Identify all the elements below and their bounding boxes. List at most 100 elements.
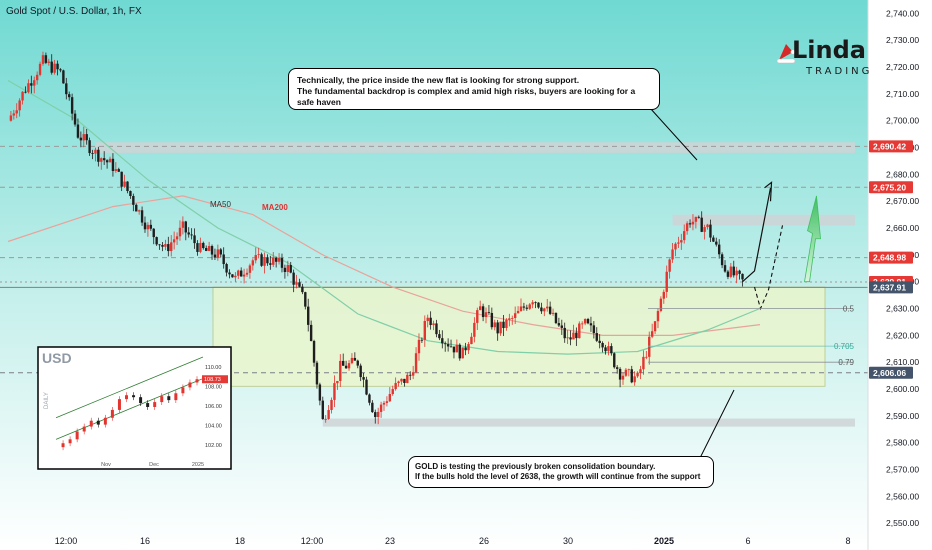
candle-body [449, 346, 453, 348]
candle-body [455, 344, 459, 353]
candle-body [333, 383, 336, 400]
top-callout: Technically, the price inside the new fl… [288, 68, 660, 110]
usd-inset-y-tick: 108.00 [205, 384, 222, 390]
candle-body [461, 347, 464, 359]
candle-body [473, 322, 476, 337]
y-tick-label: 2,600.00 [886, 384, 919, 394]
candle-body [423, 320, 427, 340]
candle-body [624, 369, 628, 376]
price-tag [869, 140, 913, 153]
candle-body [592, 325, 596, 334]
candle-body [677, 242, 680, 244]
candle-body [231, 274, 234, 278]
candle-body [137, 210, 141, 212]
y-tick-label: 2,630.00 [886, 304, 919, 314]
candle-body [327, 409, 330, 419]
candle-body [237, 270, 240, 276]
candle-body [409, 374, 412, 376]
candle-body [187, 232, 190, 235]
brand-logo: Linda TRADING [770, 36, 870, 82]
candle-body [548, 306, 552, 314]
candle-body [581, 323, 584, 325]
candle-body [645, 356, 648, 358]
candle-body [263, 257, 266, 266]
candle-body [65, 83, 68, 95]
y-tick-label: 2,720.00 [886, 62, 919, 72]
candle-body [292, 272, 295, 285]
candle-body [359, 365, 362, 378]
candle-body [551, 312, 555, 314]
usd-candle [61, 443, 65, 448]
candle-body [344, 365, 348, 369]
price-tag-label: 2,648.98 [873, 253, 906, 263]
candle-body [464, 347, 467, 351]
candle-body [417, 339, 421, 354]
candle-body [245, 272, 249, 275]
usd-candle [103, 417, 107, 425]
candle-body [295, 282, 298, 285]
candle-body [720, 254, 724, 266]
candle-body [685, 223, 689, 232]
usd-candle [139, 397, 143, 404]
candle-body [642, 356, 645, 370]
candle-body [435, 323, 438, 335]
candle-body [394, 383, 397, 390]
top-callout-line-2: The fundamental backdrop is complex and … [297, 86, 636, 107]
y-tick-label: 2,550.00 [886, 518, 919, 528]
usd-price-tag [202, 375, 228, 384]
candle-body [260, 254, 263, 266]
candle-body [318, 384, 322, 401]
candle-body [738, 270, 741, 274]
y-tick-label: 2,660.00 [886, 223, 919, 233]
candle-body [24, 91, 27, 93]
candle-body [27, 83, 30, 93]
candle-body [184, 221, 187, 233]
candle-body [196, 243, 199, 252]
candle-body [513, 313, 517, 318]
usd-candle [174, 393, 178, 401]
candle-body [365, 379, 368, 395]
usd-channel-lower [55, 378, 204, 440]
bottom-callout: GOLD is testing the previously broken co… [408, 456, 714, 488]
candle-body [391, 389, 394, 395]
logo-sub-text: TRADING [806, 66, 873, 77]
price-tag-label: 2,606.06 [873, 368, 906, 378]
candle-body [665, 271, 668, 292]
candle-body [280, 258, 284, 268]
symbol-title: Gold Spot / U.S. Dollar, 1h, FX [6, 6, 142, 17]
bottom-callout-line-2: If the bulls hold the level of 2638, the… [415, 472, 701, 481]
price-tag-label: 2,675.20 [873, 182, 906, 192]
candle-body [225, 264, 228, 273]
candle-body [356, 360, 359, 366]
candle-body [76, 124, 80, 138]
ma50-label: MA50 [210, 200, 231, 209]
usd-candle [167, 396, 171, 401]
candle-body [126, 181, 129, 192]
usd-candle [181, 387, 185, 394]
usd-candle [117, 399, 121, 410]
candle-body [735, 270, 738, 276]
candle-body [114, 169, 118, 171]
candle-body [330, 399, 333, 410]
candle-body [662, 291, 666, 299]
candle-body [502, 321, 505, 329]
candle-body [35, 74, 39, 81]
candle-body [82, 134, 85, 141]
x-tick-label: 16 [140, 536, 150, 546]
candle-body [516, 310, 520, 314]
candle-body [44, 55, 48, 63]
usd-candle [110, 409, 114, 418]
price-tag [869, 181, 913, 194]
candle-body [671, 249, 674, 260]
candle-body [339, 360, 342, 381]
candle-body [543, 308, 546, 312]
candle-body [202, 242, 205, 249]
usd-candle [153, 402, 157, 407]
candle-body [557, 323, 561, 326]
candle-body [210, 246, 214, 255]
y-tick-label: 2,610.00 [886, 357, 919, 367]
candle-body [374, 412, 377, 418]
candle-body [397, 381, 400, 384]
candle-body [531, 302, 534, 305]
usd-inset-y-tick: 104.00 [205, 424, 222, 430]
